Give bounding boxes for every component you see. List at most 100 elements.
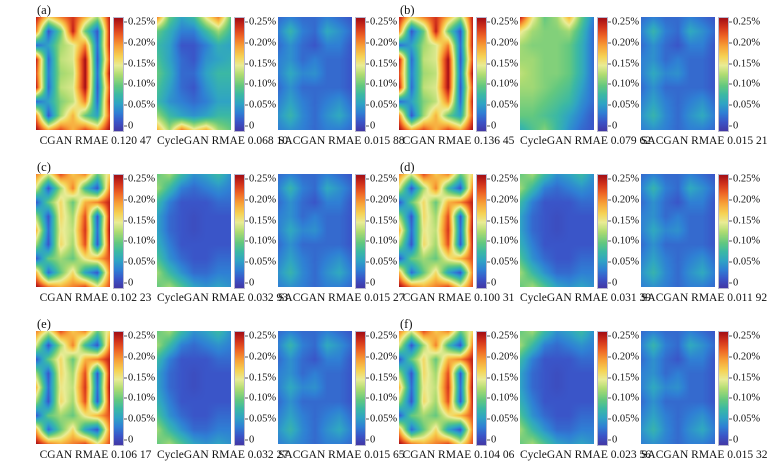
colorbar-ticks: 0.25% 0.20% 0.15% 0.10% 0.05% 0 — [729, 174, 760, 289]
colorbar-tick-label: 0.25% — [366, 17, 397, 28]
colorbar-tick-label: 0.20% — [366, 37, 397, 48]
colorbar-tick-label: 0 — [487, 435, 496, 446]
colorbar-ticks: 0.25% 0.20% 0.15% 0.10% 0.05% 0 — [487, 331, 518, 446]
caption-sacgan: SACGAN RMAE 0.015 65 — [278, 449, 405, 461]
colorbar-tick-label: 0.15% — [608, 215, 639, 226]
panel-e: (e) 0.25% 0.20% 0.15% 0.10% 0.05% 0 CGAN RMAE 0… — [36, 317, 405, 461]
panel-maps-a: 0.25% 0.20% 0.15% 0.10% 0.05% 0 CGAN RMAE 0.12… — [36, 17, 405, 147]
colorbar-tick-label: 0.10% — [124, 393, 155, 404]
colorbar-tick-label: 0 — [487, 278, 496, 289]
colorbar-tick-label: 0 — [729, 278, 738, 289]
colorbar-tick-label: 0.15% — [124, 215, 155, 226]
colorbar-tick-label: 0.15% — [729, 372, 760, 383]
colorbar-tick-label: 0.15% — [487, 372, 518, 383]
colorbar-gradient — [597, 174, 608, 289]
colorbar-tick-label: 0.25% — [245, 17, 276, 28]
caption-cyclegan: CycleGAN RMAE 0.079 62 — [520, 135, 651, 147]
colorbar-tick-label: 0.15% — [608, 58, 639, 69]
colorbar-ticks: 0.25% 0.20% 0.15% 0.10% 0.05% 0 — [366, 174, 397, 289]
caption-sacgan: SACGAN RMAE 0.011 92 — [641, 292, 768, 304]
colorbar-tick-label: 0.25% — [487, 174, 518, 185]
heatmap-sacgan — [641, 174, 715, 287]
caption-cgan: CGAN RMAE 0.120 47 — [39, 135, 152, 147]
colorbar-tick-label: 0 — [366, 278, 375, 289]
panel-row: (a) 0.25% 0.20% 0.15% 0.10% 0.05% 0 CGAN RMAE 0… — [0, 3, 775, 147]
panel-d: (d) 0.25% 0.20% 0.15% 0.10% 0.05% 0 CGAN RMAE 0… — [399, 160, 768, 304]
panel-row: (c) 0.25% 0.20% 0.15% 0.10% 0.05% 0 CGAN RMAE 0… — [0, 160, 775, 304]
heatmap-sacgan — [641, 331, 715, 444]
colorbar-tick-label: 0.15% — [487, 58, 518, 69]
colorbar-tick-label: 0.15% — [608, 372, 639, 383]
colorbar-tick-label: 0.05% — [487, 100, 518, 111]
map-unit-cyclegan: 0.25% 0.20% 0.15% 0.10% 0.05% 0 CycleGAN RMAE … — [157, 331, 288, 461]
colorbar-ticks: 0.25% 0.20% 0.15% 0.10% 0.05% 0 — [124, 17, 155, 132]
colorbar-tick-label: 0.25% — [366, 174, 397, 185]
heatmap-cgan — [399, 331, 473, 444]
colorbar-tick-label: 0.25% — [487, 17, 518, 28]
colorbar-tick-label: 0.20% — [245, 351, 276, 362]
map-unit-cgan: 0.25% 0.20% 0.15% 0.10% 0.05% 0 CGAN RMAE 0.10… — [399, 331, 518, 461]
colorbar-tick-label: 0.05% — [124, 100, 155, 111]
colorbar-tick-label: 0.10% — [124, 79, 155, 90]
colorbar-tick-label: 0.10% — [124, 236, 155, 247]
colorbar-tick-label: 0.25% — [608, 174, 639, 185]
colorbar-tick-label: 0.15% — [366, 372, 397, 383]
map-unit-sacgan: 0.25% 0.20% 0.15% 0.10% 0.05% 0 SACGAN RMAE 0.… — [641, 174, 768, 304]
map-and-bar-cgan: 0.25% 0.20% 0.15% 0.10% 0.05% 0 — [399, 17, 518, 132]
panel-label-e: (e) — [37, 317, 51, 331]
colorbar-tick-label: 0.20% — [729, 351, 760, 362]
map-unit-sacgan: 0.25% 0.20% 0.15% 0.10% 0.05% 0 SACGAN RMAE 0.… — [641, 17, 768, 147]
colorbar-ticks: 0.25% 0.20% 0.15% 0.10% 0.05% 0 — [729, 331, 760, 446]
colorbar-tick-label: 0.05% — [608, 257, 639, 268]
colorbar-tick-label: 0.25% — [124, 17, 155, 28]
colorbar-gradient — [234, 331, 245, 446]
colorbar-tick-label: 0.05% — [487, 257, 518, 268]
colorbar-tick-label: 0 — [245, 121, 254, 132]
colorbar-tick-label: 0.20% — [124, 351, 155, 362]
colorbar-tick-label: 0.15% — [729, 58, 760, 69]
panel-row: (e) 0.25% 0.20% 0.15% 0.10% 0.05% 0 CGAN RMAE 0… — [0, 317, 775, 461]
map-unit-cyclegan: 0.25% 0.20% 0.15% 0.10% 0.05% 0 CycleGAN RMAE … — [520, 17, 651, 147]
map-and-bar-sacgan: 0.25% 0.20% 0.15% 0.10% 0.05% 0 — [641, 17, 760, 132]
caption-sacgan: SACGAN RMAE 0.015 88 — [278, 135, 405, 147]
colorbar-tick-label: 0 — [245, 278, 254, 289]
colorbar-ticks: 0.25% 0.20% 0.15% 0.10% 0.05% 0 — [124, 174, 155, 289]
colorbar-tick-label: 0 — [124, 278, 133, 289]
colorbar-tick-label: 0.10% — [608, 393, 639, 404]
colorbar-tick-label: 0.15% — [729, 215, 760, 226]
colorbar-ticks: 0.25% 0.20% 0.15% 0.10% 0.05% 0 — [245, 17, 276, 132]
panel-f: (f) 0.25% 0.20% 0.15% 0.10% 0.05% 0 CGAN RMAE 0… — [399, 317, 768, 461]
colorbar-tick-label: 0 — [608, 435, 617, 446]
colorbar-gradient — [718, 331, 729, 446]
heatmap-cgan — [36, 17, 110, 130]
colorbar-gradient — [597, 331, 608, 446]
colorbar-tick-label: 0.25% — [608, 331, 639, 342]
caption-cyclegan: CycleGAN RMAE 0.023 56 — [520, 449, 651, 461]
colorbar-gradient — [718, 174, 729, 289]
map-unit-sacgan: 0.25% 0.20% 0.15% 0.10% 0.05% 0 SACGAN RMAE 0.… — [278, 174, 405, 304]
heatmap-cyclegan — [520, 174, 594, 287]
colorbar-tick-label: 0.25% — [245, 174, 276, 185]
colorbar-tick-label: 0 — [608, 121, 617, 132]
colorbar-ticks: 0.25% 0.20% 0.15% 0.10% 0.05% 0 — [124, 331, 155, 446]
colorbar-tick-label: 0.15% — [124, 58, 155, 69]
colorbar-tick-label: 0 — [487, 121, 496, 132]
map-and-bar-cgan: 0.25% 0.20% 0.15% 0.10% 0.05% 0 — [36, 17, 155, 132]
colorbar-tick-label: 0 — [729, 121, 738, 132]
colorbar-tick-label: 0.10% — [729, 236, 760, 247]
colorbar-tick-label: 0.05% — [124, 257, 155, 268]
colorbar-tick-label: 0.20% — [245, 194, 276, 205]
caption-cyclegan: CycleGAN RMAE 0.032 27 — [157, 449, 288, 461]
colorbar-tick-label: 0.05% — [729, 257, 760, 268]
colorbar-gradient — [476, 174, 487, 289]
colorbar-gradient — [234, 17, 245, 132]
colorbar-gradient — [113, 331, 124, 446]
colorbar-ticks: 0.25% 0.20% 0.15% 0.10% 0.05% 0 — [366, 331, 397, 446]
panel-maps-f: 0.25% 0.20% 0.15% 0.10% 0.05% 0 CGAN RMAE 0.10… — [399, 331, 768, 461]
panel-label-f: (f) — [400, 317, 413, 331]
colorbar-tick-label: 0.25% — [729, 331, 760, 342]
map-and-bar-cyclegan: 0.25% 0.20% 0.15% 0.10% 0.05% 0 — [157, 331, 276, 446]
colorbar-ticks: 0.25% 0.20% 0.15% 0.10% 0.05% 0 — [245, 174, 276, 289]
colorbar-tick-label: 0 — [366, 121, 375, 132]
caption-cgan: CGAN RMAE 0.106 17 — [39, 449, 152, 461]
